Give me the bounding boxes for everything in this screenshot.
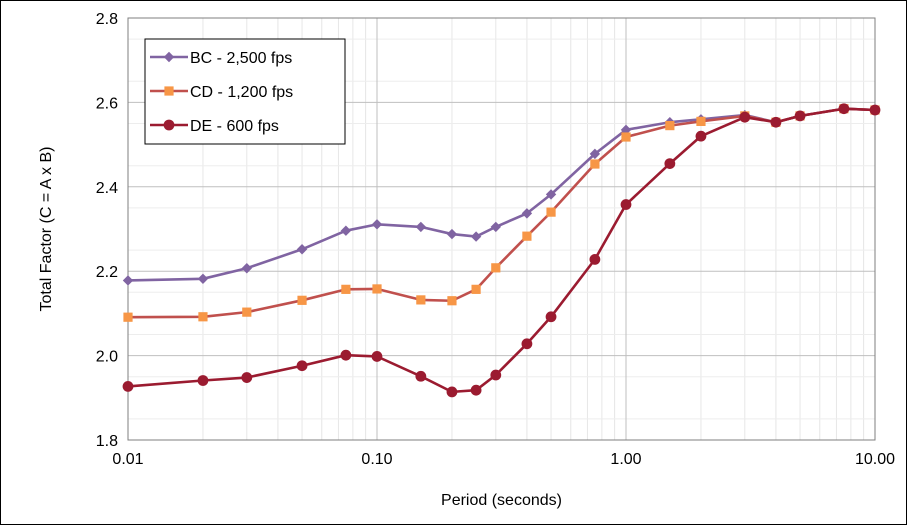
- data-point: [521, 208, 533, 219]
- data-point: [371, 351, 383, 362]
- data-point: [122, 275, 134, 286]
- legend: BC - 2,500 fps CD - 1,200 fps DE - 600 fps: [144, 38, 346, 145]
- data-point: [522, 231, 532, 241]
- data-point: [341, 284, 351, 294]
- data-point: [490, 221, 502, 233]
- legend-label: CD - 1,200 fps: [190, 84, 293, 101]
- x-axis-label: Period (seconds): [441, 492, 562, 509]
- data-point: [415, 370, 427, 382]
- data-point: [696, 116, 706, 126]
- data-point: [372, 284, 382, 294]
- data-point: [296, 360, 308, 372]
- x-tick-label: 0.01: [112, 451, 143, 468]
- series-layer: [122, 103, 881, 398]
- data-point: [838, 103, 850, 115]
- data-point: [241, 263, 253, 274]
- data-point: [869, 104, 881, 116]
- data-point: [242, 307, 252, 317]
- series-3: [122, 103, 881, 398]
- data-point: [490, 369, 502, 381]
- data-point: [545, 189, 557, 200]
- x-tick-label: 1.00: [610, 451, 641, 468]
- data-point: [470, 384, 482, 396]
- y-tick-label: 2.2: [96, 264, 118, 281]
- y-axis-label: Total Factor (C = A x B): [38, 147, 55, 312]
- data-point: [447, 296, 457, 306]
- data-point: [340, 349, 352, 361]
- data-point: [416, 295, 426, 305]
- legend-item: DE - 600 fps: [150, 118, 279, 135]
- plot-area: [127, 17, 876, 441]
- data-point: [739, 111, 751, 123]
- data-point: [297, 295, 307, 305]
- y-tick-label: 1.8: [96, 433, 118, 450]
- x-tick-label: 0.10: [361, 451, 392, 468]
- data-point: [546, 207, 556, 217]
- data-point: [340, 225, 352, 236]
- y-tick-label: 2.8: [96, 11, 118, 28]
- legend-label: BC - 2,500 fps: [190, 50, 292, 67]
- data-point: [621, 132, 631, 142]
- data-point: [695, 130, 707, 142]
- data-point: [590, 159, 600, 169]
- data-point: [794, 110, 806, 122]
- legend-item: CD - 1,200 fps: [150, 84, 293, 101]
- data-point: [446, 386, 458, 398]
- data-point: [122, 381, 134, 392]
- data-point: [197, 375, 209, 386]
- legend-marker: [164, 86, 174, 96]
- data-point: [545, 311, 557, 323]
- data-point: [470, 231, 482, 242]
- data-point: [665, 121, 675, 131]
- data-point: [197, 273, 209, 284]
- data-point: [415, 221, 427, 233]
- data-point: [620, 199, 632, 210]
- y-tick-label: 2.4: [96, 180, 118, 197]
- legend-label: DE - 600 fps: [190, 118, 279, 135]
- data-point: [371, 219, 383, 230]
- data-point: [521, 338, 533, 350]
- legend-item: BC - 2,500 fps: [150, 50, 292, 67]
- x-tick-label: 10.00: [855, 451, 895, 468]
- data-point: [491, 263, 501, 273]
- data-point: [296, 244, 308, 255]
- y-axis-tick-labels: 1.8 2.0 2.2 2.4 2.6 2.8: [96, 11, 118, 450]
- x-axis-tick-labels: 0.01 0.10 1.00 10.00: [112, 451, 895, 468]
- data-point: [241, 372, 253, 383]
- legend-marker: [163, 51, 175, 63]
- y-tick-label: 2.6: [96, 95, 118, 112]
- data-point: [589, 148, 601, 160]
- y-tick-label: 2.0: [96, 349, 118, 366]
- data-point: [446, 228, 458, 240]
- data-point: [589, 253, 601, 265]
- legend-marker: [163, 119, 175, 131]
- data-point: [770, 116, 782, 128]
- data-point: [123, 312, 133, 322]
- data-point: [664, 158, 676, 169]
- data-point: [471, 284, 481, 294]
- data-point: [198, 312, 208, 322]
